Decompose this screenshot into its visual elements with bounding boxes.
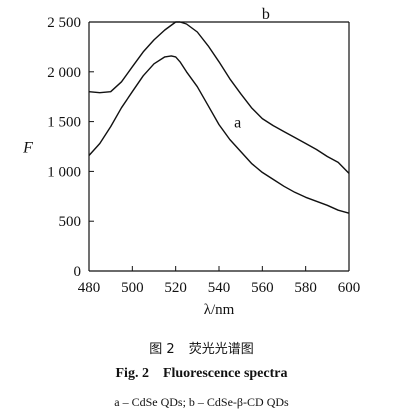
- caption-en-title: Fluorescence spectra: [162, 366, 288, 381]
- x-tick-label: 540: [208, 280, 231, 296]
- caption-english: Fig. 2 Fluorescence spectra: [0, 366, 403, 382]
- y-tick-label: 1 000: [47, 164, 81, 180]
- x-tick-label: 580: [294, 280, 317, 296]
- axes: [88, 21, 350, 272]
- y-tick-label: 0: [74, 264, 82, 280]
- caption-series-legend: a – CdSe QDs; b – CdSe-β-CD QDs: [114, 395, 289, 409]
- x-tick-label: 500: [121, 280, 144, 296]
- y-tick-label: 2 000: [47, 65, 81, 81]
- caption-cn-title: 荧光光谱图: [188, 342, 254, 357]
- series-label-a: a: [234, 115, 241, 132]
- x-tick-label: 480: [78, 280, 101, 296]
- caption-chinese: 图 2 荧光光谱图: [0, 338, 403, 357]
- series-line-a: [88, 55, 350, 214]
- y-tick-label: 500: [59, 214, 82, 230]
- labels-layer: 480 500 520 540 560 580 600 0 500 1 000 1 500 2 000…: [22, 6, 360, 318]
- fluorescence-chart: 480 500 520 540 560 580 600 0 500 1 000 1 500 2 000…: [22, 6, 360, 318]
- y-axis-label: F: [22, 140, 33, 157]
- series-label-b: b: [262, 6, 270, 23]
- x-tick-label: 560: [251, 280, 274, 296]
- series-layer: [88, 21, 350, 214]
- y-tick-label: 2 500: [47, 15, 81, 31]
- y-tick-label: 1 500: [47, 115, 81, 131]
- series-line-b: [88, 21, 350, 174]
- caption-cn-number: 图 2: [149, 342, 175, 357]
- x-axis-label: λ/nm: [204, 302, 235, 318]
- caption-en-number: Fig. 2: [115, 366, 149, 381]
- x-tick-label: 600: [338, 280, 361, 296]
- x-tick-label: 520: [164, 280, 187, 296]
